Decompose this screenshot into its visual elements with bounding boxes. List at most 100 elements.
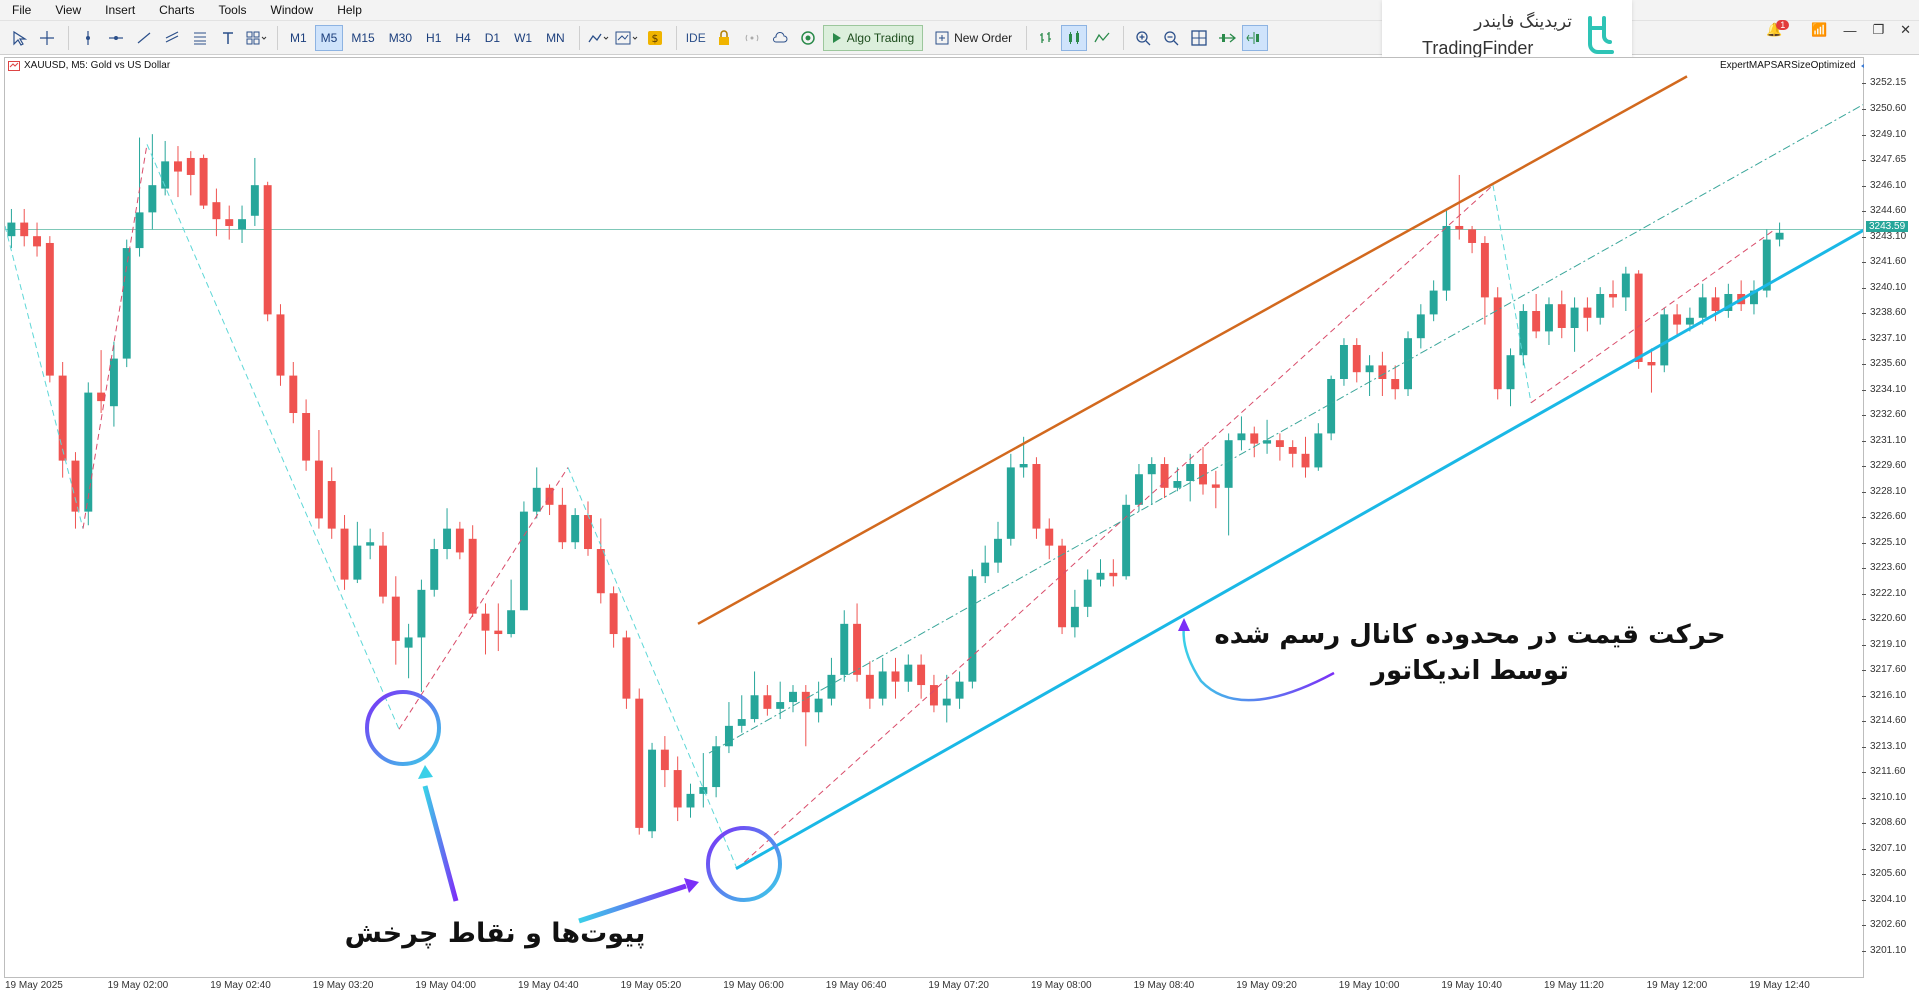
price-tick-label: 3216.10 [1861,689,1907,701]
menu-file[interactable]: File [12,3,32,17]
notifications-icon[interactable]: 🔔1 [1766,20,1795,38]
trendline-icon[interactable] [131,25,157,51]
vertical-line-icon[interactable] [75,25,101,51]
candle-body [379,545,387,597]
shapes-icon[interactable] [243,25,269,51]
channel-icon[interactable] [159,25,185,51]
bar-chart-icon[interactable] [1033,25,1059,51]
price-tick-label: 3235.60 [1861,358,1907,370]
horizontal-line-icon[interactable] [103,25,129,51]
cursor-icon[interactable] [6,25,32,51]
candle-body [1083,579,1092,607]
candle-body [468,538,477,614]
zigzag-segment [398,467,569,730]
menu-help[interactable]: Help [337,3,362,17]
candle-body [212,202,221,220]
timeframe-h1[interactable]: H1 [426,30,442,45]
candle-body [507,610,516,635]
candle-body [532,487,541,512]
timeframe-m30[interactable]: M30 [388,30,413,45]
candle-body [558,504,567,543]
menu-insert[interactable]: Insert [105,3,136,17]
price-tick-label: 3222.10 [1861,587,1907,599]
timeframe-mn[interactable]: MN [546,30,565,45]
candle-body [366,542,375,546]
time-axis[interactable]: 19 May 2025 19 May 02:00 19 May 02:40 19 Ma… [4,978,1864,996]
price-tick-label: 3214.60 [1861,715,1907,727]
time-tick-label: 19 May 10:00 [1338,980,1400,991]
chart-shift-icon[interactable] [1242,24,1269,51]
candle-body [865,674,874,699]
price-tick-label: 3211.60 [1861,766,1906,778]
fibonacci-icon[interactable] [187,25,213,51]
candle-body [1275,440,1284,448]
indicators-icon[interactable] [586,25,612,51]
time-tick-label: 19 May 05:20 [620,980,682,991]
candle-body [161,161,170,189]
price-tick-label: 3210.10 [1861,791,1907,803]
candle-body [238,219,247,230]
candle-body [1775,232,1784,240]
crosshair-icon[interactable] [34,25,60,51]
toolbar-separator [675,25,677,50]
notification-badge: 1 [1776,20,1790,30]
algo-trading-button[interactable]: Algo Trading [822,24,924,51]
close-icon[interactable]: ✕ [1900,22,1911,37]
zoom-in-icon[interactable] [1130,25,1156,51]
menu-charts[interactable]: Charts [159,3,195,17]
pivot-annotation: پیوت‌ها و نقاط چرخش [344,918,646,949]
time-tick-label: 19 May 12:40 [1749,980,1810,991]
time-tick-label: 19 May 11:20 [1544,980,1604,991]
zigzag-segment [82,144,148,529]
time-tick-label: 19 May 04:00 [415,980,476,991]
timeframe-w1[interactable]: W1 [514,30,533,45]
time-tick-label: 19 May 07:20 [928,980,989,991]
candle-body [58,375,67,461]
timeframe-m15[interactable]: M15 [351,30,375,45]
menu-window[interactable]: Window [270,3,314,17]
price-tick-label: 3250.60 [1861,103,1907,115]
zoom-out-icon[interactable] [1158,25,1184,51]
price-axis[interactable]: 3252.15 3250.60 3249.10 3247.65 3246.10 3244.… [1861,57,1919,978]
candle-body [891,671,900,682]
candlestick-icon[interactable] [1061,24,1088,51]
candle-body [199,157,208,206]
scroll-chart-icon[interactable] [1214,25,1240,51]
candle-body [109,358,118,407]
timeframe-m5[interactable]: M5 [314,24,344,51]
timeframe-m1[interactable]: M1 [290,30,307,45]
timeframe-d1[interactable]: D1 [484,30,501,45]
menu-view[interactable]: View [55,3,82,17]
candle-body [1160,464,1169,488]
ide-button[interactable]: IDE [685,30,706,45]
candle-body [1557,304,1566,328]
price-tick-label: 3226.60 [1861,511,1907,523]
candle-body [673,770,682,808]
vps-icon[interactable] [795,25,821,51]
price-tick-label: 3208.60 [1861,817,1907,829]
candle-body [1237,433,1246,441]
dollar-icon[interactable]: $ [642,25,668,51]
price-tick-label: 3240.10 [1861,281,1907,293]
timeframe-h4[interactable]: H4 [455,30,471,45]
menu-tools[interactable]: Tools [218,3,247,17]
candle-body [1109,572,1118,577]
signal-strength-icon[interactable]: 📶 [1811,22,1828,37]
signal-icon[interactable] [739,25,765,51]
candle-body [1134,474,1143,505]
tile-windows-icon[interactable] [1186,25,1212,51]
text-icon[interactable] [215,25,241,51]
lock-icon[interactable] [711,25,737,51]
candle-body [904,664,913,682]
cloud-icon[interactable] [767,25,793,51]
chart-area[interactable] [4,57,1864,978]
line-chart-icon[interactable] [1089,25,1115,51]
templates-icon[interactable] [614,25,640,51]
minimize-icon[interactable]: — [1843,22,1857,38]
restore-icon[interactable]: ❐ [1872,22,1885,37]
channel-annotation-line1: حرکت قیمت در محدوده کانال رسم شده [1214,620,1726,650]
new-order-button[interactable]: New Order [927,25,1020,51]
candle-body [1122,504,1131,577]
candle-body [968,576,977,682]
price-chart[interactable] [5,58,1863,977]
